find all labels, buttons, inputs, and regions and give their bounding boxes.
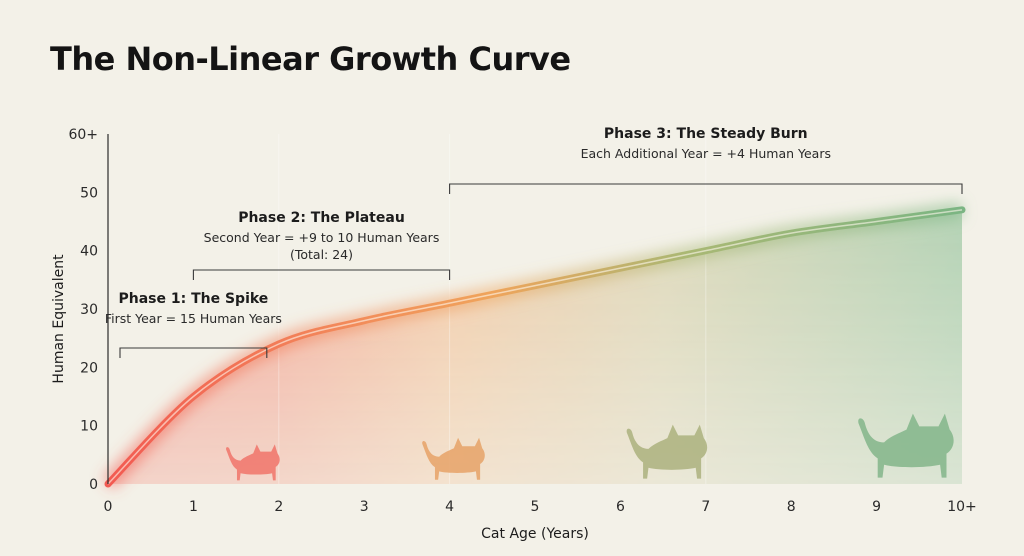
y-tick-label: 50 [80,185,98,201]
axes: 0 10 20 30 40 50 60+ 0 1 2 3 4 5 6 7 8 9 10+ Cat Age (Year… [51,127,977,542]
adult-cat-icon [626,424,708,479]
phase-description: First Year = 15 Human Years [105,311,282,326]
x-tick-label: 10+ [947,499,977,515]
y-tick-label: 10 [80,419,98,435]
cat-silhouette-shape [422,437,485,480]
x-tick-label: 4 [445,499,454,515]
phase-description: (Total: 24) [290,247,353,262]
young-cat-icon [422,437,485,480]
y-tick-label: 0 [89,477,98,493]
x-tick-label: 9 [872,499,881,515]
phase-bracket [192,269,451,280]
phase-bracket [449,183,963,194]
x-tick-label: 5 [531,499,540,515]
x-tick-label: 0 [104,499,113,515]
y-tick-label: 40 [80,244,98,260]
phase-title: Phase 1: The Spike [118,291,268,307]
x-tick-label: 2 [274,499,283,515]
y-tick-label: 30 [80,302,98,318]
cat-icons [226,413,954,481]
phase-annotations: Phase 1: The Spike First Year = 15 Human … [105,126,963,358]
y-tick-label: 20 [80,360,98,376]
area-fill [108,209,962,485]
phase-description: Each Additional Year = +4 Human Years [581,146,831,161]
cat-silhouette-shape [858,413,954,478]
kitten-icon [226,444,280,481]
growth-line-highlight [107,209,963,485]
cat-silhouette-shape [226,444,280,481]
x-tick-label: 8 [787,499,796,515]
growth-line-layer [102,201,966,490]
x-tick-label: 3 [360,499,369,515]
y-axis-label: Human Equivalent [51,254,67,384]
senior-cat-icon [858,413,954,478]
cat-silhouette-shape [626,424,708,479]
y-tick-label: 60+ [68,127,98,143]
phase-description: Second Year = +9 to 10 Human Years [204,230,440,245]
chart-title: The Non-Linear Growth Curve [50,40,571,78]
phase-title: Phase 3: The Steady Burn [604,126,808,142]
x-tick-label: 7 [701,499,710,515]
phase-bracket [119,347,268,358]
phase-title: Phase 2: The Plateau [238,210,405,226]
area-fill-layer [108,209,962,485]
x-tick-label: 6 [616,499,625,515]
x-axis-label: Cat Age (Years) [481,526,589,542]
x-tick-label: 1 [189,499,198,515]
